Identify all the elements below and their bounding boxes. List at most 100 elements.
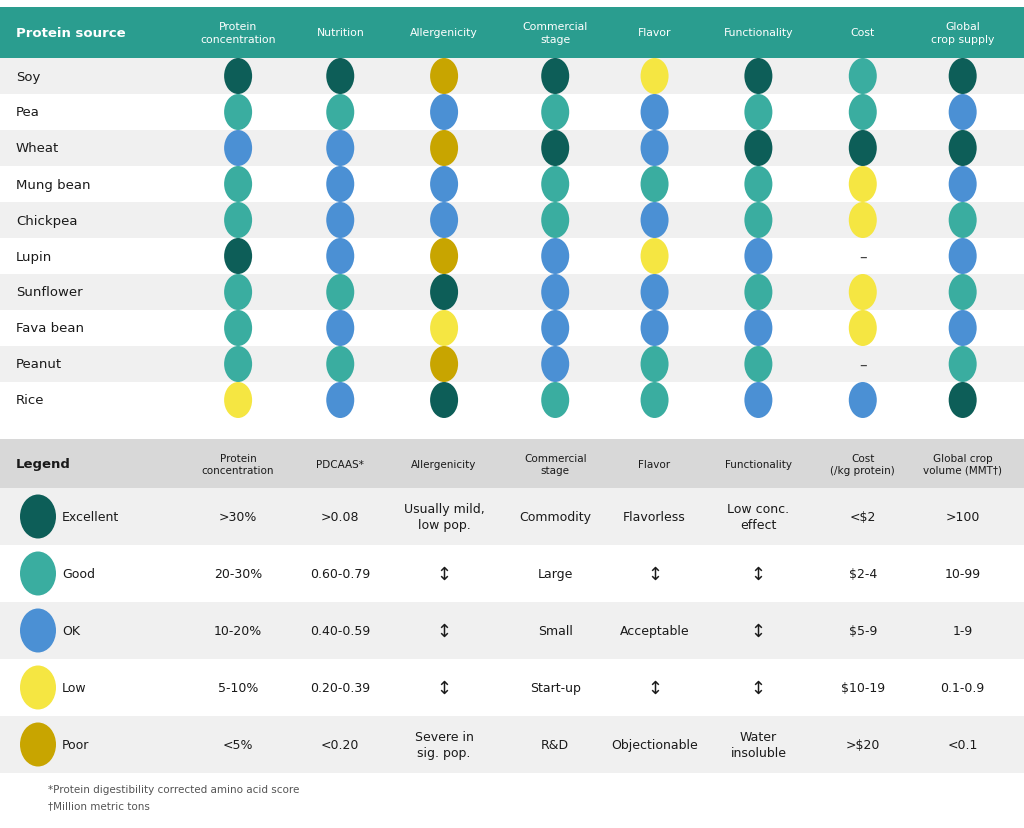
- FancyBboxPatch shape: [0, 489, 1024, 546]
- FancyBboxPatch shape: [0, 440, 1024, 489]
- FancyBboxPatch shape: [0, 8, 1024, 59]
- Text: OK: OK: [62, 624, 80, 638]
- Ellipse shape: [744, 383, 772, 418]
- Ellipse shape: [948, 59, 977, 95]
- Text: 0.60-0.79: 0.60-0.79: [310, 567, 371, 580]
- Text: <$2: <$2: [850, 510, 876, 523]
- FancyBboxPatch shape: [0, 203, 1024, 238]
- Ellipse shape: [849, 310, 877, 347]
- Ellipse shape: [744, 310, 772, 347]
- Ellipse shape: [430, 310, 458, 347]
- Ellipse shape: [327, 131, 354, 166]
- Text: 10-20%: 10-20%: [214, 624, 262, 638]
- Text: Peanut: Peanut: [16, 358, 62, 371]
- Ellipse shape: [430, 275, 458, 310]
- Text: ↕: ↕: [436, 565, 452, 583]
- Text: Commercial
stage: Commercial stage: [522, 22, 588, 45]
- Ellipse shape: [849, 275, 877, 310]
- Ellipse shape: [224, 310, 252, 347]
- Ellipse shape: [948, 203, 977, 238]
- Ellipse shape: [948, 310, 977, 347]
- Ellipse shape: [430, 238, 458, 275]
- Text: Commercial
stage: Commercial stage: [524, 453, 587, 475]
- Ellipse shape: [224, 59, 252, 95]
- Ellipse shape: [224, 383, 252, 418]
- Ellipse shape: [542, 347, 569, 383]
- Ellipse shape: [20, 666, 56, 710]
- Ellipse shape: [948, 347, 977, 383]
- Text: Global crop
volume (MMT†): Global crop volume (MMT†): [924, 453, 1002, 475]
- FancyBboxPatch shape: [0, 166, 1024, 203]
- Text: Allergenicity: Allergenicity: [411, 28, 478, 38]
- Text: PDCAAS*: PDCAAS*: [316, 459, 365, 469]
- Text: Protein
concentration: Protein concentration: [202, 453, 274, 475]
- Text: Cost: Cost: [851, 28, 874, 38]
- Ellipse shape: [542, 166, 569, 203]
- Text: Global
crop supply: Global crop supply: [931, 22, 994, 45]
- Ellipse shape: [849, 59, 877, 95]
- Ellipse shape: [542, 131, 569, 166]
- Ellipse shape: [641, 310, 669, 347]
- Ellipse shape: [641, 238, 669, 275]
- Ellipse shape: [430, 203, 458, 238]
- Ellipse shape: [430, 166, 458, 203]
- Ellipse shape: [430, 383, 458, 418]
- Ellipse shape: [327, 383, 354, 418]
- Ellipse shape: [744, 59, 772, 95]
- Ellipse shape: [744, 275, 772, 310]
- Text: ↕: ↕: [647, 565, 663, 583]
- Text: ↕: ↕: [436, 622, 452, 640]
- Ellipse shape: [430, 59, 458, 95]
- Ellipse shape: [948, 95, 977, 131]
- Ellipse shape: [430, 95, 458, 131]
- Text: Pea: Pea: [16, 106, 40, 119]
- Ellipse shape: [327, 95, 354, 131]
- FancyBboxPatch shape: [0, 602, 1024, 659]
- Text: Large: Large: [538, 567, 572, 580]
- Text: 5-10%: 5-10%: [218, 681, 258, 694]
- Ellipse shape: [641, 166, 669, 203]
- Text: 0.20-0.39: 0.20-0.39: [310, 681, 371, 694]
- Text: Allergenicity: Allergenicity: [412, 459, 477, 469]
- Text: 0.1-0.9: 0.1-0.9: [941, 681, 985, 694]
- FancyBboxPatch shape: [0, 131, 1024, 166]
- FancyBboxPatch shape: [0, 310, 1024, 347]
- FancyBboxPatch shape: [0, 95, 1024, 131]
- Text: Water
insoluble: Water insoluble: [730, 730, 786, 758]
- Text: Fava bean: Fava bean: [16, 322, 84, 335]
- Text: Flavor: Flavor: [639, 459, 671, 469]
- Text: Lupin: Lupin: [16, 250, 52, 263]
- Text: >100: >100: [945, 510, 980, 523]
- Ellipse shape: [224, 275, 252, 310]
- Text: ↕: ↕: [647, 679, 663, 696]
- Text: –: –: [859, 357, 866, 372]
- Ellipse shape: [20, 551, 56, 596]
- Text: Legend: Legend: [16, 457, 71, 470]
- Text: 10-99: 10-99: [944, 567, 981, 580]
- Ellipse shape: [849, 95, 877, 131]
- Text: Rice: Rice: [16, 394, 44, 407]
- Text: <0.20: <0.20: [322, 738, 359, 751]
- Ellipse shape: [542, 238, 569, 275]
- Text: >$20: >$20: [846, 738, 880, 751]
- Ellipse shape: [542, 59, 569, 95]
- Ellipse shape: [849, 203, 877, 238]
- Text: Protein source: Protein source: [16, 27, 126, 40]
- Ellipse shape: [224, 131, 252, 166]
- Ellipse shape: [327, 310, 354, 347]
- Text: $10-19: $10-19: [841, 681, 885, 694]
- Text: Poor: Poor: [62, 738, 89, 751]
- Ellipse shape: [327, 166, 354, 203]
- Ellipse shape: [542, 203, 569, 238]
- FancyBboxPatch shape: [0, 59, 1024, 95]
- Text: $2-4: $2-4: [849, 567, 877, 580]
- Text: ↕: ↕: [751, 622, 766, 640]
- Text: Functionality: Functionality: [725, 459, 792, 469]
- Ellipse shape: [641, 131, 669, 166]
- Text: Excellent: Excellent: [62, 510, 119, 523]
- Ellipse shape: [430, 131, 458, 166]
- Text: Objectionable: Objectionable: [611, 738, 698, 751]
- Ellipse shape: [224, 347, 252, 383]
- Text: Cost
(/kg protein): Cost (/kg protein): [830, 453, 895, 475]
- Ellipse shape: [641, 347, 669, 383]
